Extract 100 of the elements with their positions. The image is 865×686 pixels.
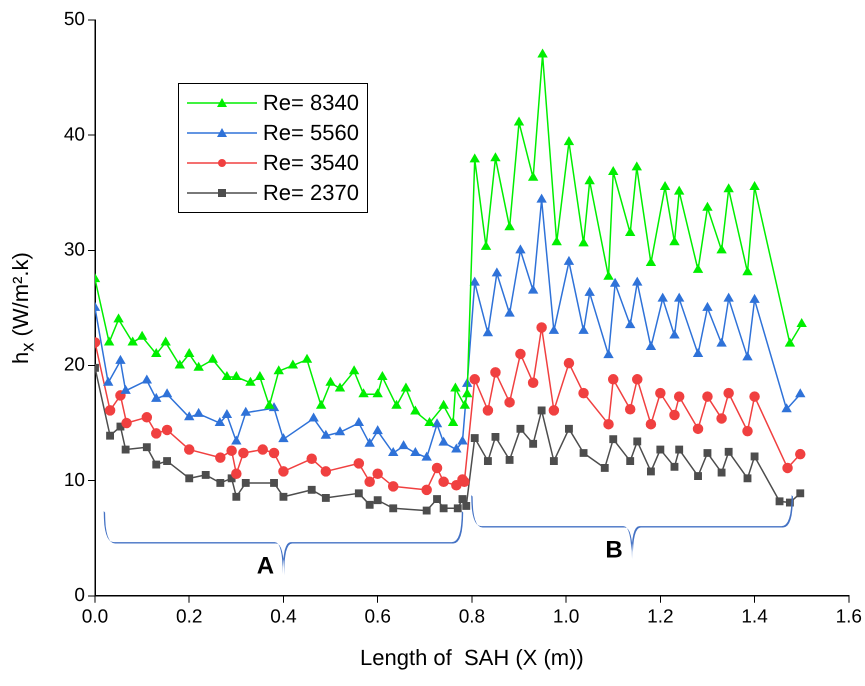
point	[241, 407, 250, 416]
point	[374, 496, 382, 504]
point	[308, 486, 316, 494]
point	[306, 454, 317, 464]
point	[528, 378, 538, 388]
x-tick-label: 1.4	[741, 606, 768, 628]
point	[335, 427, 345, 436]
point	[232, 492, 240, 501]
point	[162, 424, 172, 436]
point	[354, 418, 364, 426]
point	[632, 374, 643, 385]
point	[270, 479, 278, 487]
point	[226, 445, 237, 456]
point	[716, 413, 727, 424]
point	[702, 391, 713, 402]
point	[142, 443, 151, 452]
point	[669, 410, 680, 420]
point	[308, 413, 318, 422]
point	[142, 375, 152, 384]
point	[238, 448, 249, 458]
point	[372, 468, 383, 479]
point	[452, 444, 461, 453]
point	[320, 466, 332, 477]
point	[185, 474, 194, 482]
point	[694, 472, 702, 480]
point	[796, 389, 805, 398]
annotation: B	[605, 536, 623, 564]
point	[366, 500, 374, 509]
point	[116, 356, 126, 364]
point	[516, 424, 524, 433]
y-tick-label: 30	[64, 240, 85, 261]
point	[670, 330, 680, 339]
point	[550, 457, 558, 465]
point	[646, 342, 656, 350]
point	[482, 405, 494, 416]
point	[716, 338, 726, 347]
point	[548, 405, 560, 416]
point	[104, 405, 116, 416]
point	[162, 389, 172, 398]
point	[565, 424, 573, 433]
point	[578, 326, 588, 334]
point	[670, 462, 678, 471]
point	[604, 350, 614, 358]
point	[724, 448, 733, 456]
point	[609, 435, 618, 444]
point	[354, 489, 363, 498]
point	[432, 418, 442, 428]
point	[278, 434, 288, 442]
point	[388, 481, 398, 492]
point	[675, 446, 684, 454]
point	[194, 408, 204, 417]
point	[776, 497, 784, 506]
point	[422, 452, 432, 461]
point	[646, 467, 655, 476]
point	[506, 456, 514, 464]
point	[795, 448, 806, 460]
point	[600, 464, 609, 472]
point	[232, 436, 241, 444]
point	[549, 326, 559, 334]
point	[585, 288, 594, 296]
x-tick-label: 1.2	[647, 606, 674, 628]
point	[646, 418, 656, 430]
point	[410, 448, 420, 456]
point	[624, 404, 636, 414]
point	[782, 462, 793, 474]
point	[354, 458, 364, 469]
point	[626, 457, 634, 465]
point	[492, 268, 502, 276]
point	[438, 476, 449, 488]
legend-label: Re= 8340	[262, 90, 359, 116]
point	[469, 374, 480, 385]
point	[674, 293, 684, 302]
y-tick-label: 20	[64, 354, 85, 376]
x-tick-label: 0.2	[176, 606, 202, 628]
point	[742, 426, 753, 436]
point	[538, 406, 546, 414]
point	[718, 468, 726, 477]
point	[504, 308, 514, 317]
x-tick-label: 0.8	[458, 606, 486, 628]
point	[150, 428, 162, 439]
point	[433, 495, 441, 503]
point	[388, 448, 398, 456]
x-tick-label: 1.0	[552, 606, 580, 628]
point	[492, 432, 500, 441]
point	[656, 446, 664, 454]
point	[750, 452, 758, 460]
point	[421, 484, 432, 496]
point	[632, 277, 642, 286]
point	[268, 448, 280, 458]
point	[184, 412, 194, 420]
point	[440, 504, 448, 512]
point	[422, 506, 431, 515]
point	[626, 320, 635, 328]
point	[490, 367, 501, 378]
point	[536, 322, 547, 333]
point	[470, 434, 479, 442]
point	[702, 302, 712, 311]
point	[504, 397, 515, 408]
point	[610, 278, 620, 287]
x-tick-label: 1.6	[836, 606, 862, 628]
